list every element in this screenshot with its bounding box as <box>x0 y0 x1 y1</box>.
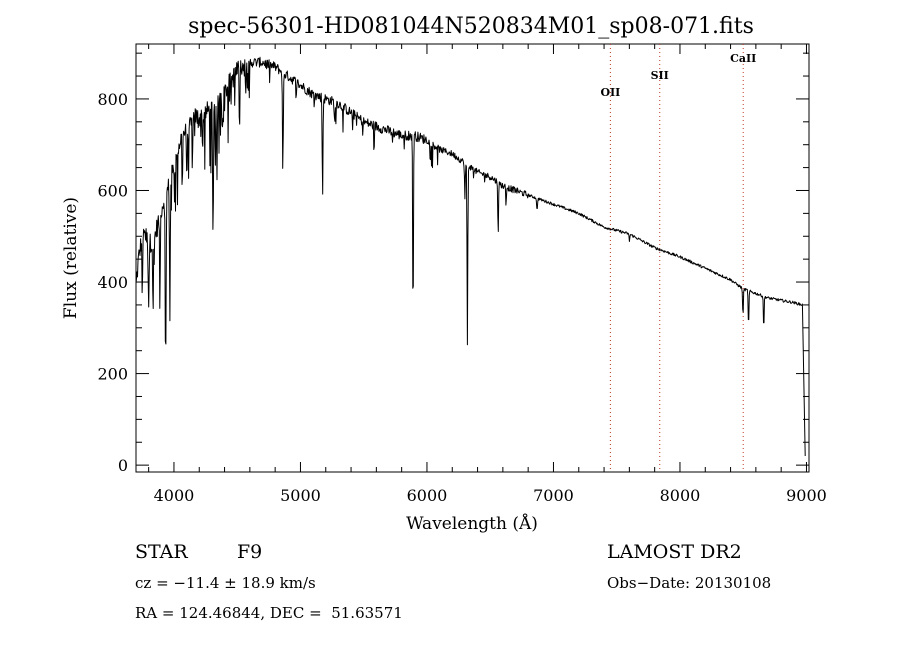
survey-name: LAMOST DR2 <box>607 541 742 563</box>
coordinates-readout: RA = 124.46844, DEC = 51.63571 <box>135 604 403 622</box>
x-axis-ticks: 4000 5000 6000 7000 8000 9000 <box>148 44 827 505</box>
marker-label-sii: SII <box>651 69 669 82</box>
emission-line-markers: OII SII CaII <box>600 44 756 472</box>
x-tick-label: 5000 <box>280 486 321 505</box>
y-tick-label: 600 <box>97 181 128 200</box>
x-tick-label: 7000 <box>533 486 574 505</box>
y-axis-label: Flux (relative) <box>61 197 81 319</box>
y-axis-ticks: 0 200 400 600 800 <box>97 52 809 475</box>
x-axis-label: Wavelength (Å) <box>406 513 538 534</box>
marker-label-oii: OII <box>600 86 620 99</box>
plot-frame <box>135 43 810 473</box>
y-tick-label: 800 <box>97 90 128 109</box>
chart-title: spec-56301-HD081044N520834M01_sp08-071.f… <box>188 14 754 39</box>
x-tick-label: 9000 <box>786 486 827 505</box>
y-tick-label: 200 <box>97 365 128 384</box>
redshift-readout: cz = −11.4 ± 18.9 km/s <box>135 574 316 592</box>
y-tick-label: 400 <box>97 273 128 292</box>
x-tick-label: 6000 <box>407 486 448 505</box>
x-tick-label: 4000 <box>154 486 195 505</box>
spectrum-line <box>135 56 806 457</box>
spectral-subclass: F9 <box>237 541 263 563</box>
object-class: STAR <box>135 541 188 563</box>
observation-date: Obs−Date: 20130108 <box>607 574 772 592</box>
x-tick-label: 8000 <box>660 486 701 505</box>
marker-label-caii: CaII <box>730 52 756 65</box>
y-tick-label: 0 <box>118 456 128 475</box>
